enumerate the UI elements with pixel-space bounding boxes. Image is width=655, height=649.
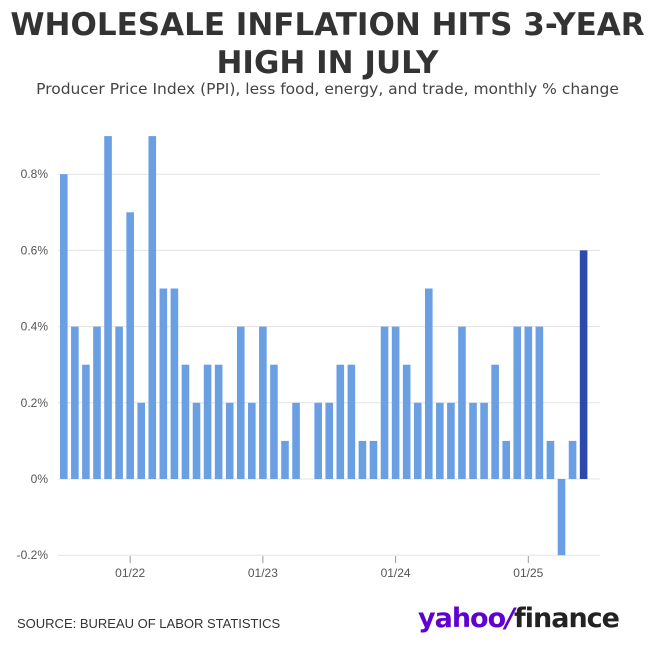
chart-title: WHOLESALE INFLATION HITS 3-YEAR HIGH IN … bbox=[0, 6, 655, 82]
bar bbox=[259, 326, 267, 479]
x-axis-labels: 01/22 01/23 01/24 01/25 bbox=[115, 556, 544, 580]
bar bbox=[347, 364, 356, 479]
bar bbox=[546, 440, 555, 479]
bar bbox=[380, 326, 389, 479]
bar bbox=[248, 402, 256, 479]
bar bbox=[402, 364, 411, 479]
logo-finance-text: finance bbox=[514, 603, 620, 634]
x-tick-label: 01/24 bbox=[381, 566, 411, 580]
x-tick-label: 01/23 bbox=[248, 566, 278, 580]
y-tick-label: 0.6% bbox=[21, 243, 49, 257]
bar bbox=[568, 440, 577, 479]
bar bbox=[469, 402, 477, 479]
bar bbox=[480, 402, 488, 479]
bar-highlight bbox=[579, 250, 588, 479]
bar bbox=[148, 136, 157, 479]
bar bbox=[524, 326, 533, 479]
bar bbox=[170, 288, 179, 479]
bar bbox=[137, 402, 146, 479]
bar bbox=[203, 364, 212, 479]
chart-title-line-1: WHOLESALE INFLATION HITS 3-YEAR bbox=[10, 7, 645, 43]
chart-title-line-2: HIGH IN JULY bbox=[216, 45, 439, 81]
x-tick-label: 01/22 bbox=[115, 566, 145, 580]
yahoo-finance-logo: yahoo/finance bbox=[418, 603, 620, 634]
chart-subtitle: Producer Price Index (PPI), less food, e… bbox=[36, 80, 619, 98]
logo-slash: / bbox=[505, 603, 515, 634]
bar bbox=[447, 402, 455, 479]
bar bbox=[413, 402, 422, 479]
bar bbox=[325, 402, 334, 479]
bars bbox=[60, 136, 588, 556]
bar bbox=[71, 326, 79, 479]
bar-chart: -0.2%0%0.2%0.4%0.6%0.8% 01/22 01/23 01/24 0… bbox=[17, 136, 600, 580]
bar bbox=[336, 364, 345, 479]
bar bbox=[491, 364, 499, 479]
bar bbox=[104, 136, 112, 479]
bar bbox=[82, 364, 90, 479]
bar bbox=[270, 364, 278, 479]
bar bbox=[115, 326, 123, 479]
bar bbox=[436, 402, 444, 479]
bar bbox=[458, 326, 466, 479]
bar bbox=[557, 479, 566, 556]
bar bbox=[424, 288, 433, 479]
x-tick-label: 01/25 bbox=[513, 566, 543, 580]
source-note: SOURCE: BUREAU OF LABOR STATISTICS bbox=[17, 616, 281, 631]
bar bbox=[159, 288, 168, 479]
y-tick-label: 0.2% bbox=[21, 396, 49, 410]
bar bbox=[60, 174, 68, 479]
bar bbox=[281, 440, 289, 479]
y-tick-label: 0.8% bbox=[21, 167, 49, 181]
bar bbox=[225, 402, 234, 479]
bar bbox=[314, 402, 322, 479]
bar bbox=[502, 440, 510, 479]
bar bbox=[358, 440, 367, 479]
logo-yahoo-text: yahoo bbox=[418, 603, 506, 634]
bar bbox=[192, 402, 201, 479]
bar bbox=[369, 440, 378, 479]
y-tick-label: -0.2% bbox=[17, 548, 49, 562]
y-tick-label: 0% bbox=[31, 472, 49, 486]
bar bbox=[513, 326, 522, 479]
bar bbox=[391, 326, 400, 479]
bar bbox=[93, 326, 101, 479]
bar bbox=[214, 364, 223, 479]
bar bbox=[292, 402, 300, 479]
bar bbox=[126, 212, 134, 480]
y-axis-labels: -0.2% 0% 0.2% 0.4% 0.6% 0.8% bbox=[17, 167, 49, 562]
y-tick-label: 0.4% bbox=[21, 320, 49, 334]
bar bbox=[236, 326, 245, 479]
bar bbox=[181, 364, 190, 479]
bar bbox=[535, 326, 544, 479]
